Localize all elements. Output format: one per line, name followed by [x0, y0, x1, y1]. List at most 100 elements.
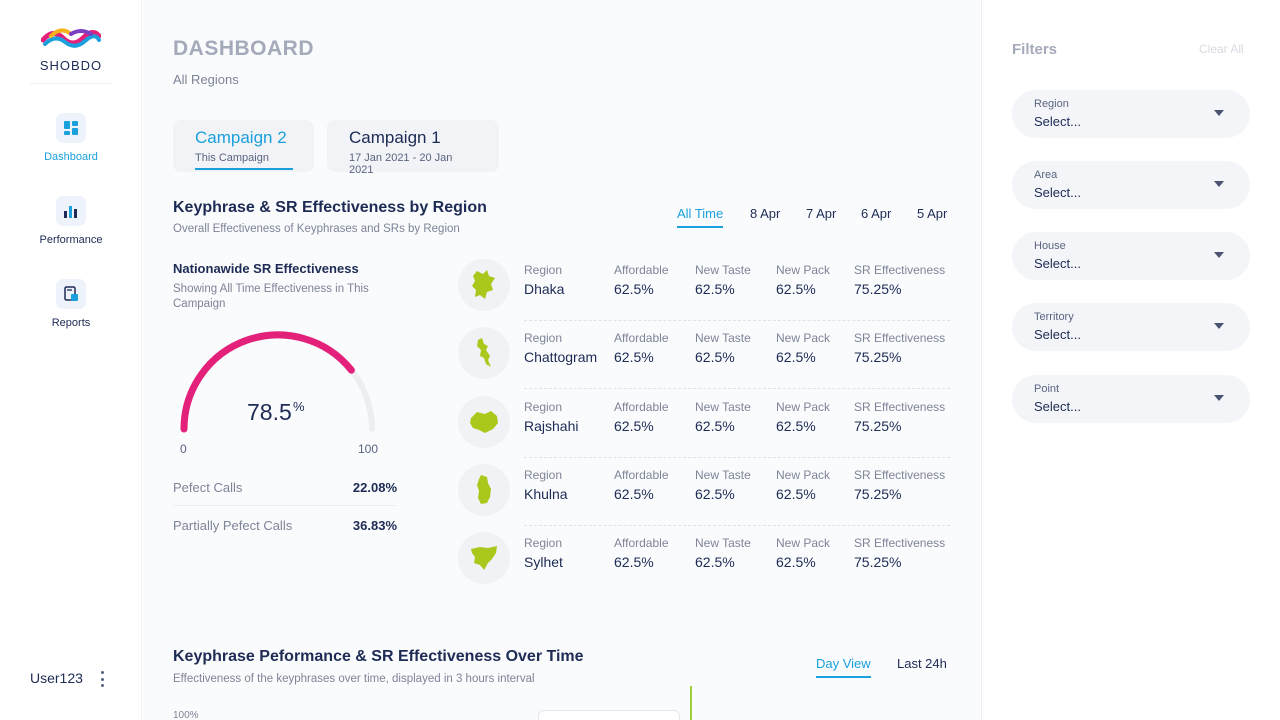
divider	[30, 83, 112, 84]
area-select[interactable]: Area Select...	[1012, 161, 1250, 209]
house-select[interactable]: House Select...	[1012, 232, 1250, 280]
sidebar-item-performance[interactable]: Performance	[0, 196, 142, 246]
region-row-khulna[interactable]: Region Khulna Affordable 62.5% New Taste 62…	[458, 464, 950, 532]
new-pack-value: 62.5%	[776, 418, 816, 434]
affordable-label: Affordable	[614, 468, 669, 482]
new-pack-label: New Pack	[776, 536, 831, 550]
new-taste-label: New Taste	[695, 400, 751, 414]
region-label: Region	[524, 263, 563, 277]
region-row-chattogram[interactable]: Region Chattogram Affordable 62.5% New Tas…	[458, 327, 950, 395]
sr-value: 75.25%	[854, 349, 902, 365]
affordable-value: 62.5%	[614, 554, 654, 570]
sr-value: 75.25%	[854, 418, 902, 434]
gauge-value: 78.5	[247, 399, 292, 425]
filters-panel: Filters Clear All Region Select... Area …	[981, 0, 1280, 720]
region-row-sylhet[interactable]: Region Sylhet Affordable 62.5% New Taste 62…	[458, 532, 950, 600]
chevron-down-icon	[1214, 181, 1224, 187]
rajshahi-map-icon	[458, 396, 510, 448]
chart-tooltip	[538, 710, 680, 720]
select-value: Select...	[1034, 399, 1081, 414]
section-title: Keyphrase & SR Effectiveness by Region	[173, 199, 487, 216]
tab-campaign-1[interactable]: Campaign 1 17 Jan 2021 - 20 Jan 2021	[327, 120, 499, 176]
y-axis-label: 100%	[173, 710, 199, 720]
divider	[524, 320, 950, 321]
page-title: DASHBOARD	[173, 37, 314, 60]
time-filter-8-apr[interactable]: 8 Apr	[750, 206, 781, 221]
new-taste-label: New Taste	[695, 536, 751, 550]
select-label: Region	[1034, 98, 1069, 110]
new-taste-label: New Taste	[695, 263, 751, 277]
new-pack-value: 62.5%	[776, 486, 816, 502]
chevron-down-icon	[1214, 252, 1224, 258]
tab-campaign-2[interactable]: Campaign 2 This Campaign	[173, 120, 314, 172]
time-filter-all-time[interactable]: All Time	[677, 206, 724, 228]
select-label: Territory	[1034, 311, 1074, 323]
new-taste-label: New Taste	[695, 331, 751, 345]
view-last-24h[interactable]: Last 24h	[897, 656, 947, 671]
region-label: Region	[524, 536, 563, 550]
chevron-down-icon	[1214, 110, 1224, 116]
select-value: Select...	[1034, 185, 1081, 200]
region-name: Dhaka	[524, 281, 565, 297]
sidebar-item-dashboard[interactable]: Dashboard	[0, 113, 142, 163]
sr-value: 75.25%	[854, 281, 902, 297]
username: User123	[30, 670, 83, 686]
time-filter-7-apr[interactable]: 7 Apr	[806, 206, 837, 221]
gauge-unit: %	[293, 399, 305, 414]
nationwide-title: Nationawide SR Effectiveness	[173, 261, 359, 276]
new-pack-label: New Pack	[776, 331, 831, 345]
stat-value: 36.83%	[352, 517, 397, 533]
affordable-value: 62.5%	[614, 281, 654, 297]
sidebar-item-label: Reports	[51, 317, 91, 329]
region-row-rajshahi[interactable]: Region Rajshahi Affordable 62.5% New Taste…	[458, 396, 950, 464]
sr-label: SR Effectiveness	[854, 400, 946, 414]
dashboard-icon	[56, 113, 86, 143]
new-taste-value: 62.5%	[695, 418, 735, 434]
region-name: Khulna	[524, 486, 568, 502]
time-filter-5-apr[interactable]: 5 Apr	[917, 206, 948, 221]
sidebar-item-reports[interactable]: Reports	[0, 279, 142, 329]
chart-cursor-line	[690, 686, 692, 720]
view-day[interactable]: Day View	[816, 656, 871, 678]
region-label: Region	[524, 331, 563, 345]
khulna-map-icon	[458, 464, 510, 516]
new-taste-value: 62.5%	[695, 281, 735, 297]
gauge-min: 0	[180, 442, 187, 456]
region-name: Chattogram	[524, 349, 598, 365]
logo-wave-icon	[40, 28, 102, 48]
more-options-icon[interactable]	[94, 668, 110, 690]
affordable-label: Affordable	[614, 400, 669, 414]
sidebar-item-label: Performance	[39, 234, 103, 246]
select-label: Area	[1034, 169, 1058, 181]
divider	[524, 525, 950, 526]
sylhet-map-icon	[458, 532, 510, 584]
affordable-label: Affordable	[614, 263, 669, 277]
affordable-label: Affordable	[614, 331, 669, 345]
divider	[173, 505, 397, 506]
region-select[interactable]: Region Select...	[1012, 90, 1250, 138]
tab-subtitle: This Campaign	[195, 152, 293, 170]
point-select[interactable]: Point Select...	[1012, 375, 1250, 423]
section-title: Keyphrase Peformance & SR Effectiveness …	[173, 648, 584, 665]
region-row-dhaka[interactable]: Region Dhaka Affordable 62.5% New Taste 62.…	[458, 259, 950, 327]
sidebar-item-label: Dashboard	[44, 151, 98, 163]
time-filter-6-apr[interactable]: 6 Apr	[861, 206, 892, 221]
sr-label: SR Effectiveness	[854, 468, 946, 482]
territory-select[interactable]: Territory Select...	[1012, 303, 1250, 351]
clear-all-button[interactable]: Clear All	[1199, 42, 1244, 56]
report-icon	[56, 279, 86, 309]
new-pack-label: New Pack	[776, 400, 831, 414]
filters-title: Filters	[1012, 41, 1058, 58]
chevron-down-icon	[1214, 395, 1224, 401]
tab-title: Campaign 1	[349, 128, 441, 147]
sr-label: SR Effectiveness	[854, 331, 946, 345]
new-taste-value: 62.5%	[695, 486, 735, 502]
section-subtitle: Effectiveness of the keyphrases over tim…	[173, 673, 535, 685]
logo[interactable]: SHOBDO	[0, 26, 142, 73]
main-content: DASHBOARD All Regions Campaign 2 This Ca…	[143, 0, 980, 720]
stat-label: Pefect Calls	[173, 479, 243, 495]
new-pack-value: 62.5%	[776, 281, 816, 297]
sr-label: SR Effectiveness	[854, 536, 946, 550]
chevron-down-icon	[1214, 323, 1224, 329]
region-name: Sylhet	[524, 554, 563, 570]
